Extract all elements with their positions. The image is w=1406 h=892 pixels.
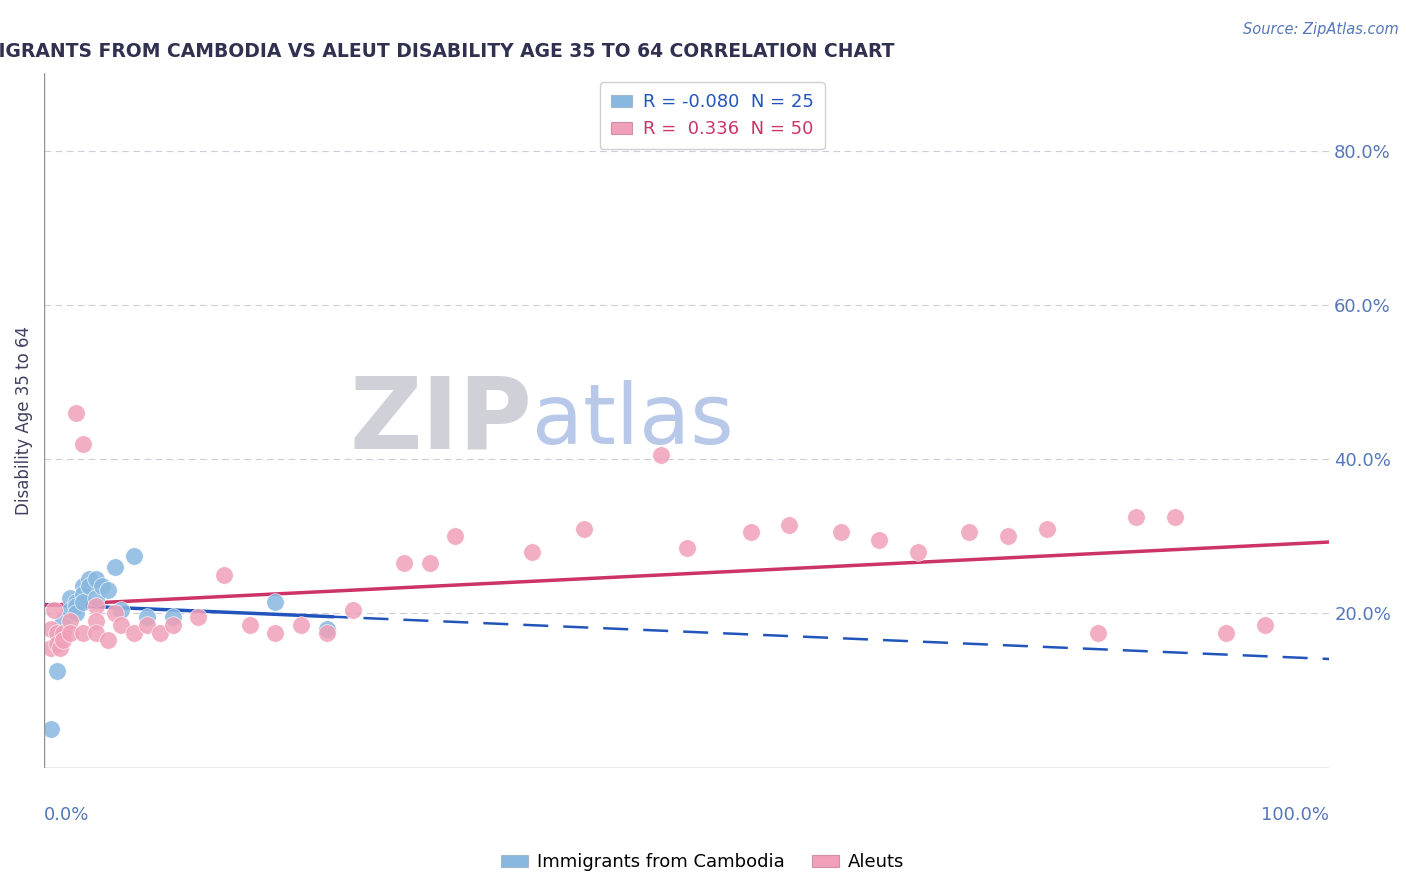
- Point: [675, 541, 697, 555]
- Point: [869, 533, 891, 548]
- Point: [84, 572, 107, 586]
- Point: [59, 591, 82, 605]
- Point: [77, 572, 100, 586]
- Point: [72, 579, 94, 593]
- Point: [187, 610, 209, 624]
- Point: [419, 556, 441, 570]
- Point: [39, 722, 62, 736]
- Point: [65, 607, 87, 621]
- Point: [46, 637, 69, 651]
- Point: [97, 583, 120, 598]
- Point: [91, 579, 114, 593]
- Point: [39, 641, 62, 656]
- Point: [122, 625, 145, 640]
- Point: [290, 618, 312, 632]
- Point: [65, 599, 87, 613]
- Point: [149, 625, 172, 640]
- Point: [522, 545, 544, 559]
- Text: ZIP: ZIP: [350, 372, 533, 469]
- Point: [135, 610, 157, 624]
- Point: [97, 633, 120, 648]
- Point: [315, 625, 337, 640]
- Point: [46, 625, 69, 640]
- Point: [212, 567, 235, 582]
- Point: [650, 448, 672, 462]
- Point: [72, 587, 94, 601]
- Point: [52, 633, 75, 648]
- Point: [1035, 522, 1057, 536]
- Text: 100.0%: 100.0%: [1261, 805, 1329, 824]
- Point: [1164, 510, 1187, 524]
- Legend: R = -0.080  N = 25, R =  0.336  N = 50: R = -0.080 N = 25, R = 0.336 N = 50: [600, 82, 825, 149]
- Point: [77, 579, 100, 593]
- Point: [122, 549, 145, 563]
- Point: [59, 625, 82, 640]
- Point: [740, 525, 762, 540]
- Point: [162, 618, 184, 632]
- Point: [84, 625, 107, 640]
- Point: [65, 595, 87, 609]
- Point: [110, 618, 132, 632]
- Point: [572, 522, 595, 536]
- Text: 0.0%: 0.0%: [44, 805, 90, 824]
- Point: [162, 610, 184, 624]
- Y-axis label: Disability Age 35 to 64: Disability Age 35 to 64: [15, 326, 32, 515]
- Point: [44, 602, 66, 616]
- Point: [84, 599, 107, 613]
- Point: [72, 595, 94, 609]
- Point: [779, 517, 801, 532]
- Point: [444, 529, 467, 543]
- Point: [135, 618, 157, 632]
- Point: [239, 618, 262, 632]
- Point: [104, 607, 127, 621]
- Point: [84, 591, 107, 605]
- Point: [342, 602, 364, 616]
- Point: [1125, 510, 1147, 524]
- Point: [84, 614, 107, 628]
- Point: [46, 665, 69, 679]
- Point: [907, 545, 929, 559]
- Point: [997, 529, 1019, 543]
- Point: [830, 525, 852, 540]
- Point: [392, 556, 415, 570]
- Point: [957, 525, 980, 540]
- Point: [72, 625, 94, 640]
- Point: [52, 625, 75, 640]
- Point: [1215, 625, 1237, 640]
- Text: atlas: atlas: [533, 380, 734, 461]
- Text: Source: ZipAtlas.com: Source: ZipAtlas.com: [1243, 22, 1399, 37]
- Point: [72, 436, 94, 450]
- Point: [264, 625, 287, 640]
- Text: IMMIGRANTS FROM CAMBODIA VS ALEUT DISABILITY AGE 35 TO 64 CORRELATION CHART: IMMIGRANTS FROM CAMBODIA VS ALEUT DISABI…: [0, 42, 894, 61]
- Point: [59, 602, 82, 616]
- Point: [65, 406, 87, 420]
- Point: [104, 560, 127, 574]
- Point: [110, 602, 132, 616]
- Point: [1087, 625, 1109, 640]
- Point: [59, 614, 82, 628]
- Point: [39, 622, 62, 636]
- Legend: Immigrants from Cambodia, Aleuts: Immigrants from Cambodia, Aleuts: [494, 847, 912, 879]
- Point: [48, 641, 70, 656]
- Point: [52, 625, 75, 640]
- Point: [315, 622, 337, 636]
- Point: [52, 614, 75, 628]
- Point: [264, 595, 287, 609]
- Point: [1254, 618, 1277, 632]
